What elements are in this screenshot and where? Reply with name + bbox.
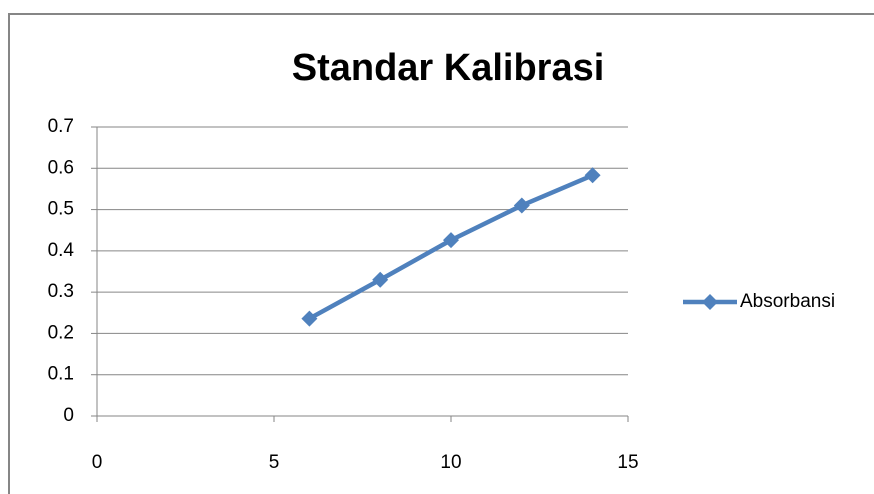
data-point (372, 271, 389, 288)
y-tick-label: 0.2 (48, 322, 74, 343)
x-tick-label: 0 (92, 452, 103, 473)
data-point (443, 232, 459, 249)
data-point (513, 197, 530, 214)
x-tick-label: 15 (617, 452, 638, 473)
y-tick-label: 0.4 (48, 240, 75, 261)
data-point (301, 310, 318, 327)
y-tick-label: 0.3 (48, 281, 74, 302)
chart-frame (8, 13, 874, 494)
data-point (584, 167, 601, 184)
x-tick-label: 10 (440, 452, 461, 473)
y-tick-label: 0 (63, 405, 74, 426)
y-tick-label: 0.5 (48, 199, 74, 220)
legend-marker (702, 294, 718, 310)
legend-label: Absorbansi (740, 291, 835, 312)
y-tick-label: 0.1 (48, 364, 74, 385)
x-tick-label: 5 (269, 452, 280, 473)
y-tick-label: 0.7 (48, 116, 74, 137)
chart-title: Standar Kalibrasi (292, 47, 605, 89)
y-tick-label: 0.6 (48, 157, 74, 178)
